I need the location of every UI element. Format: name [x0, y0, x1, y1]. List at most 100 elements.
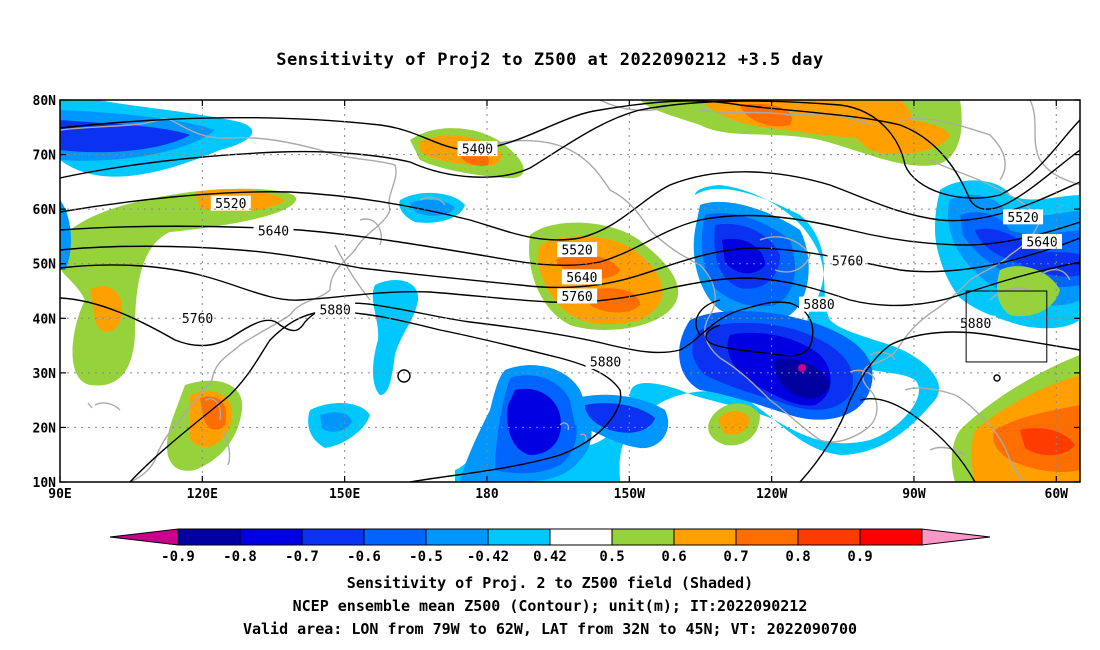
contour-label-text: 5880: [960, 317, 991, 332]
contour-label-text: 5760: [832, 254, 863, 269]
colorbar-swatch: [611, 528, 675, 546]
negative-region: [60, 120, 190, 153]
lon-tick-label: 90E: [48, 487, 71, 502]
contour-label-bg: [210, 195, 251, 211]
negative-region: [507, 388, 561, 455]
contour-label: 5760: [177, 310, 218, 327]
contour-line: [60, 171, 1080, 241]
lat-tick-label: 30N: [33, 367, 57, 382]
negative-region: [774, 358, 830, 399]
contour-label-text: 5520: [1007, 211, 1038, 226]
contour-label-text: 5640: [566, 271, 597, 286]
valid-area-box: [965, 290, 1048, 363]
contour-labels: 5400 5520 5640 5760 5880 5520 5640 5760 5880 5880…: [177, 141, 1063, 370]
contour-label-bg: [457, 141, 498, 157]
contour-line: [60, 100, 1080, 199]
coastlines: [60, 100, 1080, 482]
contour-label-bg: [1003, 209, 1044, 225]
colorbar-swatch: [425, 528, 489, 546]
negative-region: [585, 403, 655, 433]
lon-tick-label: 150W: [614, 487, 645, 502]
contour-label-bg: [253, 222, 294, 238]
lat-tick-label: 70N: [33, 149, 57, 164]
contour-label-text: 5520: [561, 244, 592, 259]
colorbar-label: -0.5: [409, 549, 443, 565]
contour-line: [60, 237, 1080, 289]
positive-region: [853, 118, 950, 155]
contour-label-bg: [585, 353, 626, 369]
lon-tick-label: 120W: [756, 487, 787, 502]
positive-region: [1020, 428, 1075, 456]
contour-label-bg: [799, 296, 840, 312]
contour-label-bg: [561, 269, 602, 285]
colorbar-swatch: [735, 528, 799, 546]
contour-label-bg: [557, 242, 598, 258]
colorbar-label: 0.6: [661, 549, 686, 565]
contour-label-text: 5760: [561, 290, 592, 305]
negative-region: [372, 280, 419, 395]
contour-label: 5880: [585, 353, 626, 370]
colorbar-label: -0.9: [161, 549, 195, 565]
colorbar-low-end: [109, 528, 179, 546]
contour-label-text: 5880: [590, 355, 621, 370]
contour-label: 5400: [457, 141, 498, 158]
contour-label: 5880: [799, 296, 840, 313]
colorbar-swatch: [487, 528, 551, 546]
contour-label: 5760: [827, 252, 868, 269]
lat-tick-label: 20N: [33, 421, 57, 436]
contour-label-text: 5880: [803, 298, 834, 313]
colorbar-swatch: [363, 528, 427, 546]
positive-region: [590, 288, 640, 313]
contour-label-text: 5760: [182, 312, 213, 327]
contour-line: [60, 297, 814, 357]
colorbar-swatch: [859, 528, 923, 546]
colorbar-label: 0.8: [785, 549, 810, 565]
colorbar-label: 0.5: [599, 549, 624, 565]
gridlines: [60, 100, 1080, 482]
contour-label: 5520: [1003, 209, 1044, 226]
contour-label-bg: [315, 302, 356, 318]
contour-line: [695, 299, 721, 336]
contour-label: 5640: [561, 269, 602, 286]
lat-tick-label: 60N: [33, 203, 57, 218]
lon-tick-label: 180: [475, 487, 499, 502]
colorbar-swatch: [301, 528, 365, 546]
caption-line-3: Valid area: LON from 79W to 62W, LAT fro…: [242, 620, 858, 638]
contour-label: 5760: [557, 288, 598, 305]
contour-label: 5520: [210, 195, 251, 212]
positive-region: [60, 188, 297, 386]
positive-region: [200, 396, 227, 430]
contour-line: [993, 374, 1001, 382]
colorbar-swatch: [797, 528, 861, 546]
lon-tick-label: 60W: [1045, 487, 1069, 502]
z500-contours: [60, 100, 1080, 482]
lon-tick-label: 120E: [187, 487, 218, 502]
contour-label-text: 5640: [258, 224, 289, 239]
contour-label: 5880: [955, 315, 996, 332]
map-title: Sensitivity of Proj2 to Z500 at 20220902…: [276, 50, 824, 70]
lat-tick-label: 10N: [33, 476, 57, 491]
contour-line: [859, 398, 976, 482]
contour-label-bg: [1022, 233, 1063, 249]
positive-region: [718, 411, 750, 435]
colorbar-swatch: [177, 528, 241, 546]
colorbar-label: -0.8: [223, 549, 257, 565]
colorbar-swatch: [549, 528, 613, 546]
contour-line: [60, 100, 1080, 210]
contour-line: [129, 311, 622, 482]
contour-label: 5880: [315, 302, 356, 319]
contour-label: 5520: [557, 242, 598, 259]
colorbar-label: 0.42: [533, 549, 567, 565]
contour-label-text: 5880: [320, 304, 351, 319]
caption-line-2: NCEP ensemble mean Z500 (Contour); unit(…: [292, 597, 808, 615]
extreme-negative-spot: [798, 364, 806, 372]
colorbar-label: 0.9: [847, 549, 872, 565]
colorbar-label: -0.7: [285, 549, 319, 565]
lat-tick-label: 50N: [33, 258, 57, 273]
contour-label-text: 5520: [215, 197, 246, 212]
plot-frame: [59, 99, 1081, 483]
colorbar-high-end: [921, 528, 991, 546]
caption-line-1: Sensitivity of Proj. 2 to Z500 field (Sh…: [346, 574, 754, 592]
colorbar-swatch: [673, 528, 737, 546]
lat-tick-label: 80N: [33, 94, 57, 109]
